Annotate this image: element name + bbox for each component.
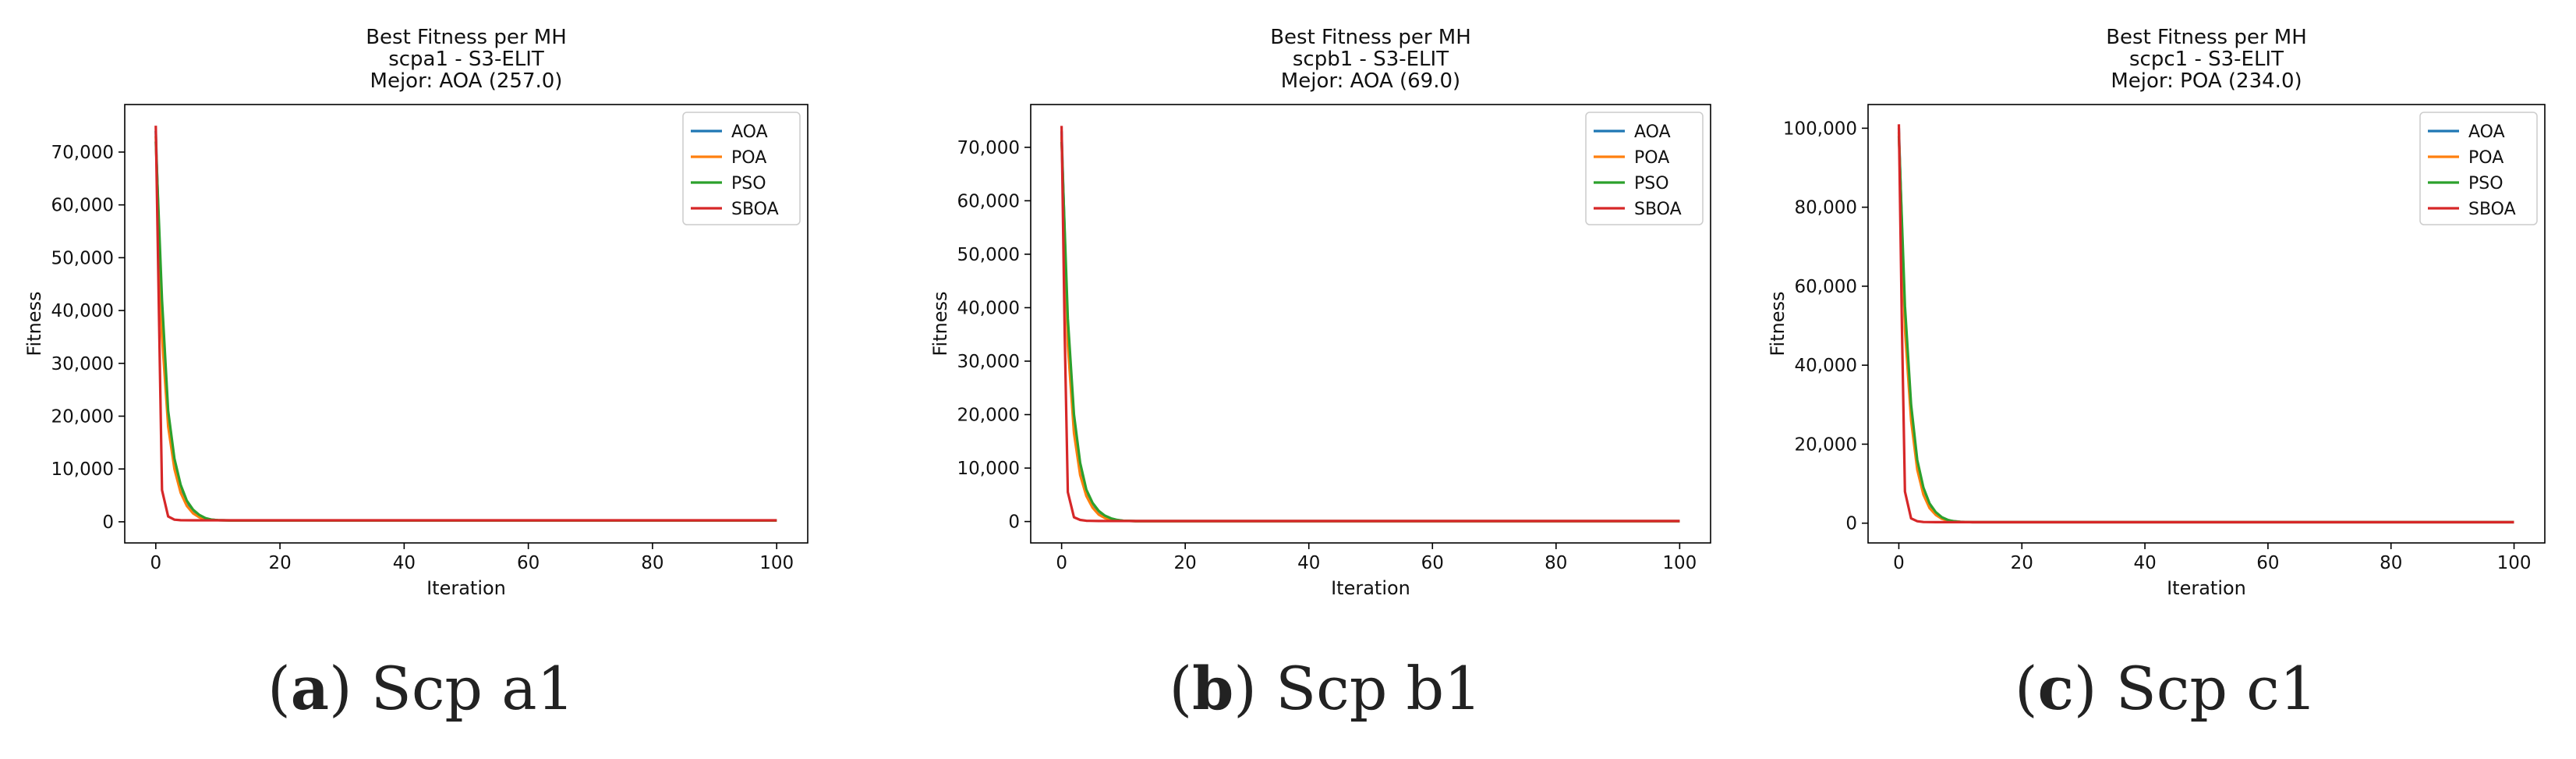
legend: AOA POA PSO SBOA: [2419, 112, 2538, 225]
y-tick-label: 60,000: [1795, 277, 1857, 297]
legend-box: [2419, 112, 2538, 225]
series-line-sboa: [1060, 126, 1680, 523]
legend-label-aoa: AOA: [1634, 122, 1671, 142]
y-tick-label: 50,000: [957, 245, 1020, 265]
legend-label-pso: PSO: [2468, 174, 2503, 193]
x-tick-label: 100: [759, 553, 794, 573]
chart-title: Best Fitness per MH: [366, 26, 567, 49]
caption-c-text: Scp c1: [2115, 654, 2318, 723]
caption-c: (c) Scp c1: [2014, 654, 2318, 723]
caption-a-text: Scp a1: [370, 654, 575, 723]
y-axis-label: Fitness: [23, 291, 45, 356]
plot-frame: [1030, 104, 1711, 544]
chart-subtitle: scpb1 - S3-ELIT: [1293, 48, 1449, 71]
series-line-sboa: [1897, 124, 2514, 524]
y-axis-label: Fitness: [1767, 291, 1789, 356]
series-group: [1060, 126, 1680, 523]
x-axis-label: Iteration: [1331, 577, 1410, 599]
caption-a-letter: a: [290, 654, 329, 723]
legend-label-pso: PSO: [731, 174, 766, 193]
legend: AOA POA PSO SBOA: [682, 112, 801, 225]
legend-label-pso: PSO: [1634, 174, 1669, 193]
legend-label-sboa: SBOA: [731, 200, 779, 219]
legend-label-sboa: SBOA: [1634, 200, 1682, 219]
plot-frame: [1867, 104, 2546, 544]
y-tick-label: 100,000: [1783, 119, 1857, 139]
y-tick-label: 10,000: [957, 459, 1020, 479]
y-tick-label: 60,000: [957, 191, 1020, 211]
caption-c-letter: c: [2037, 654, 2074, 723]
y-tick-label: 40,000: [51, 301, 114, 321]
x-tick-label: 20: [1174, 553, 1197, 573]
y-tick-label: 80,000: [1795, 198, 1857, 218]
legend-label-poa: POA: [1634, 148, 1669, 168]
y-tick-label: 20,000: [957, 406, 1020, 426]
y-tick-label: 30,000: [51, 354, 114, 374]
caption-b-letter: b: [1192, 654, 1234, 723]
y-tick-label: 0: [1008, 513, 1020, 533]
y-tick-label: 40,000: [1795, 356, 1857, 376]
series-line-sboa: [154, 126, 777, 522]
plot-frame: [124, 104, 809, 544]
legend-label-sboa: SBOA: [2468, 200, 2516, 219]
y-tick-label: 70,000: [51, 143, 114, 163]
y-tick-label: 70,000: [957, 138, 1020, 158]
y-tick-label: 0: [1845, 514, 1857, 534]
x-tick-label: 40: [1297, 553, 1320, 573]
y-axis-label: Fitness: [929, 291, 951, 356]
y-tick-label: 20,000: [51, 406, 114, 427]
x-tick-label: 100: [2497, 553, 2532, 573]
chart-best-label: Mejor: POA (234.0): [2111, 69, 2302, 93]
chart-subtitle: scpc1 - S3-ELIT: [2129, 48, 2284, 71]
x-tick-label: 40: [393, 553, 416, 573]
caption-b-text: Scp b1: [1276, 654, 1482, 723]
legend: AOA POA PSO SBOA: [1585, 112, 1704, 225]
x-tick-label: 0: [1893, 553, 1905, 573]
y-tick-label: 30,000: [957, 352, 1020, 372]
x-tick-label: 60: [1421, 553, 1444, 573]
y-tick-label: 20,000: [1795, 434, 1857, 455]
legend-label-poa: POA: [731, 148, 766, 168]
series-group: [1897, 124, 2514, 524]
chart-subtitle: scpa1 - S3-ELIT: [388, 48, 544, 71]
legend-label-poa: POA: [2468, 148, 2503, 168]
x-tick-label: 80: [641, 553, 663, 573]
legend-box: [1585, 112, 1704, 225]
legend-box: [682, 112, 801, 225]
x-tick-label: 20: [268, 553, 291, 573]
x-tick-label: 60: [517, 553, 540, 573]
x-tick-label: 60: [2256, 553, 2279, 573]
x-tick-label: 0: [1056, 553, 1067, 573]
x-tick-label: 20: [2011, 553, 2033, 573]
chart-best-label: Mejor: AOA (257.0): [370, 69, 563, 93]
legend-label-aoa: AOA: [2468, 122, 2505, 142]
caption-a: (a) Scp a1: [267, 654, 575, 723]
y-tick-label: 0: [102, 513, 114, 533]
caption-b: (b) Scp b1: [1169, 654, 1482, 723]
chart-title: Best Fitness per MH: [2106, 26, 2307, 49]
x-tick-label: 0: [150, 553, 161, 573]
legend-label-aoa: AOA: [731, 122, 768, 142]
y-tick-label: 60,000: [51, 196, 114, 216]
x-axis-label: Iteration: [2167, 577, 2246, 599]
chart-best-label: Mejor: AOA (69.0): [1281, 69, 1460, 93]
x-tick-label: 40: [2133, 553, 2156, 573]
x-tick-label: 80: [1545, 553, 1567, 573]
chart-title: Best Fitness per MH: [1270, 26, 1471, 49]
y-tick-label: 50,000: [51, 248, 114, 268]
series-group: [154, 126, 777, 522]
x-tick-label: 100: [1662, 553, 1697, 573]
y-tick-label: 10,000: [51, 459, 114, 480]
x-tick-label: 80: [2380, 553, 2402, 573]
y-tick-label: 40,000: [957, 298, 1020, 318]
x-axis-label: Iteration: [426, 577, 506, 599]
